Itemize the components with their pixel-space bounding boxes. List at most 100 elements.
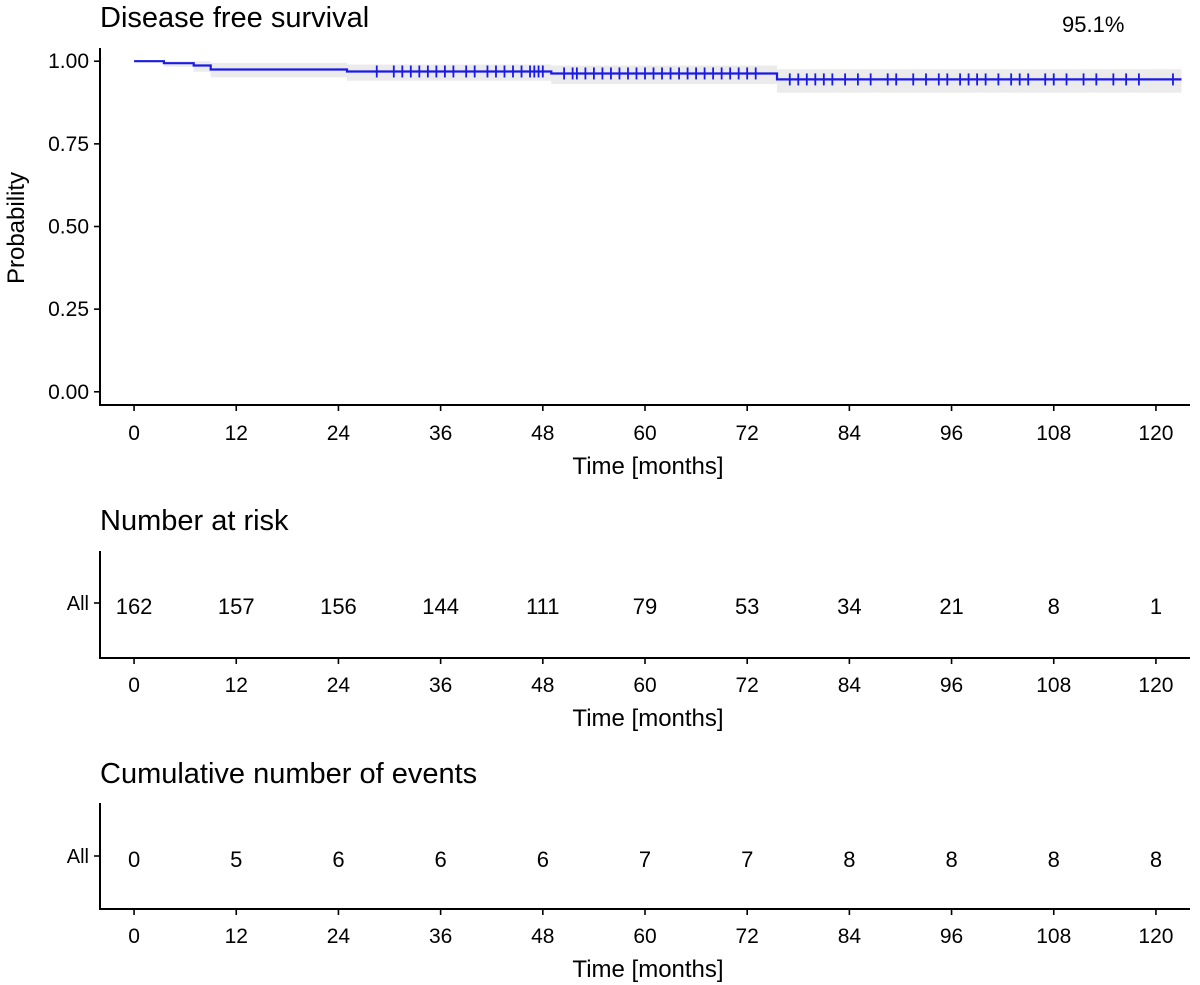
events-table-cell: 8 — [843, 847, 855, 872]
censor-mark — [1022, 73, 1035, 86]
risk-table-row-label: All — [67, 593, 89, 615]
censor-mark — [941, 73, 954, 86]
risk-table-cell: 53 — [735, 594, 759, 619]
x-tick-label: 108 — [1036, 674, 1071, 697]
censor-mark — [826, 73, 839, 86]
censor-mark — [1090, 73, 1103, 86]
x-tick-label: 24 — [327, 422, 351, 445]
events-table-cell: 8 — [1150, 847, 1162, 872]
events-table-row-label: All — [67, 846, 89, 868]
censor-mark — [1120, 73, 1133, 86]
censor-mark — [370, 65, 383, 78]
risk-table-panel: Number at risk All 162 157 156 144 111 79 53 34… — [67, 505, 1190, 732]
censor-mark — [536, 65, 549, 78]
censor-mark — [890, 73, 903, 86]
x-tick-label: 72 — [736, 422, 759, 445]
x-tick-label: 48 — [531, 422, 554, 445]
x-tick-label: 120 — [1138, 674, 1173, 697]
risk-table-cell: 162 — [116, 594, 153, 619]
survival-x-axis-label: Time [months] — [572, 453, 723, 480]
x-tick-label: 48 — [531, 925, 554, 948]
x-tick-label: 12 — [225, 674, 248, 697]
events-table-x-ticks: 0 12 24 36 48 60 72 84 96 108 120 — [128, 909, 1173, 948]
events-table-x-axis-label: Time [months] — [572, 956, 723, 983]
x-tick-label: 120 — [1138, 422, 1173, 445]
survival-x-ticks: 0 12 24 36 48 60 72 84 96 108 120 — [128, 405, 1173, 445]
x-tick-label: 0 — [128, 925, 140, 948]
x-tick-label: 60 — [633, 674, 656, 697]
y-tick-label: 0.75 — [48, 133, 89, 156]
x-tick-label: 36 — [429, 925, 452, 948]
x-tick-label: 96 — [940, 925, 963, 948]
censor-mark — [1132, 73, 1145, 86]
censor-mark — [468, 65, 481, 78]
x-tick-label: 120 — [1138, 925, 1173, 948]
events-table-cell: 7 — [639, 847, 651, 872]
x-tick-label: 0 — [128, 674, 140, 697]
x-tick-label: 24 — [327, 674, 351, 697]
risk-table-cell: 157 — [218, 594, 255, 619]
x-tick-label: 72 — [736, 674, 759, 697]
censor-mark — [1060, 73, 1073, 86]
x-tick-label: 60 — [633, 925, 656, 948]
survival-y-axis-label: Probability — [3, 172, 30, 284]
risk-table-cell: 8 — [1048, 594, 1060, 619]
risk-table-cell: 111 — [526, 594, 559, 619]
events-table-cell: 6 — [332, 847, 344, 872]
censor-mark — [992, 73, 1005, 86]
censor-mark — [907, 73, 920, 86]
x-tick-label: 12 — [225, 422, 248, 445]
x-tick-label: 36 — [429, 674, 452, 697]
censor-mark — [447, 65, 460, 78]
risk-table-cell: 34 — [837, 594, 861, 619]
x-tick-label: 12 — [225, 925, 248, 948]
events-table-cell: 6 — [435, 847, 447, 872]
censor-mark — [1047, 73, 1060, 86]
x-tick-label: 24 — [327, 925, 351, 948]
y-tick-label: 0.00 — [48, 381, 89, 404]
risk-table-title: Number at risk — [100, 505, 289, 537]
censor-mark — [920, 73, 933, 86]
x-tick-label: 84 — [838, 674, 862, 697]
events-table-cell: 8 — [945, 847, 957, 872]
censor-mark — [979, 73, 992, 86]
events-table-cell: 0 — [128, 847, 140, 872]
survival-annotation: 95.1% — [1062, 12, 1124, 37]
x-tick-label: 60 — [633, 422, 656, 445]
y-tick-label: 0.25 — [48, 298, 89, 321]
survival-y-ticks: 0.00 0.25 0.50 0.75 1.00 — [48, 50, 100, 404]
x-tick-label: 108 — [1036, 925, 1071, 948]
censor-mark — [851, 73, 864, 86]
events-table-cell: 5 — [230, 847, 242, 872]
survival-plot-area — [134, 60, 1182, 93]
y-tick-label: 1.00 — [48, 50, 89, 73]
x-tick-label: 48 — [531, 674, 554, 697]
censor-mark — [839, 73, 852, 86]
risk-table-cell: 21 — [939, 594, 963, 619]
x-tick-label: 84 — [838, 925, 862, 948]
risk-table-cell: 156 — [320, 594, 357, 619]
censor-mark — [864, 73, 877, 86]
censor-mark — [749, 67, 762, 80]
x-tick-label: 96 — [940, 422, 963, 445]
survival-title: Disease free survival — [100, 2, 369, 34]
x-tick-label: 96 — [940, 674, 963, 697]
risk-table-x-ticks: 0 12 24 36 48 60 72 84 96 108 120 — [128, 658, 1173, 697]
x-tick-label: 0 — [128, 422, 140, 445]
y-tick-label: 0.50 — [48, 216, 89, 239]
survival-panel: Disease free survival 95.1% 0.00 0.25 0.50… — [3, 2, 1190, 480]
risk-table-cell: 79 — [633, 594, 657, 619]
censor-mark — [1077, 73, 1090, 86]
x-tick-label: 84 — [838, 422, 862, 445]
risk-table-values: 162 157 156 144 111 79 53 34 21 8 1 — [116, 594, 1162, 619]
risk-table-cell: 144 — [422, 594, 459, 619]
x-tick-label: 72 — [736, 925, 759, 948]
censor-mark — [1166, 73, 1179, 86]
events-table-cell: 6 — [537, 847, 549, 872]
events-table-panel: Cumulative number of events All 0 5 6 6 6 7 7 8… — [67, 758, 1190, 983]
x-tick-label: 36 — [429, 422, 452, 445]
events-table-cell: 8 — [1048, 847, 1060, 872]
risk-table-x-axis-label: Time [months] — [572, 705, 723, 732]
risk-table-cell: 1 — [1150, 594, 1162, 619]
